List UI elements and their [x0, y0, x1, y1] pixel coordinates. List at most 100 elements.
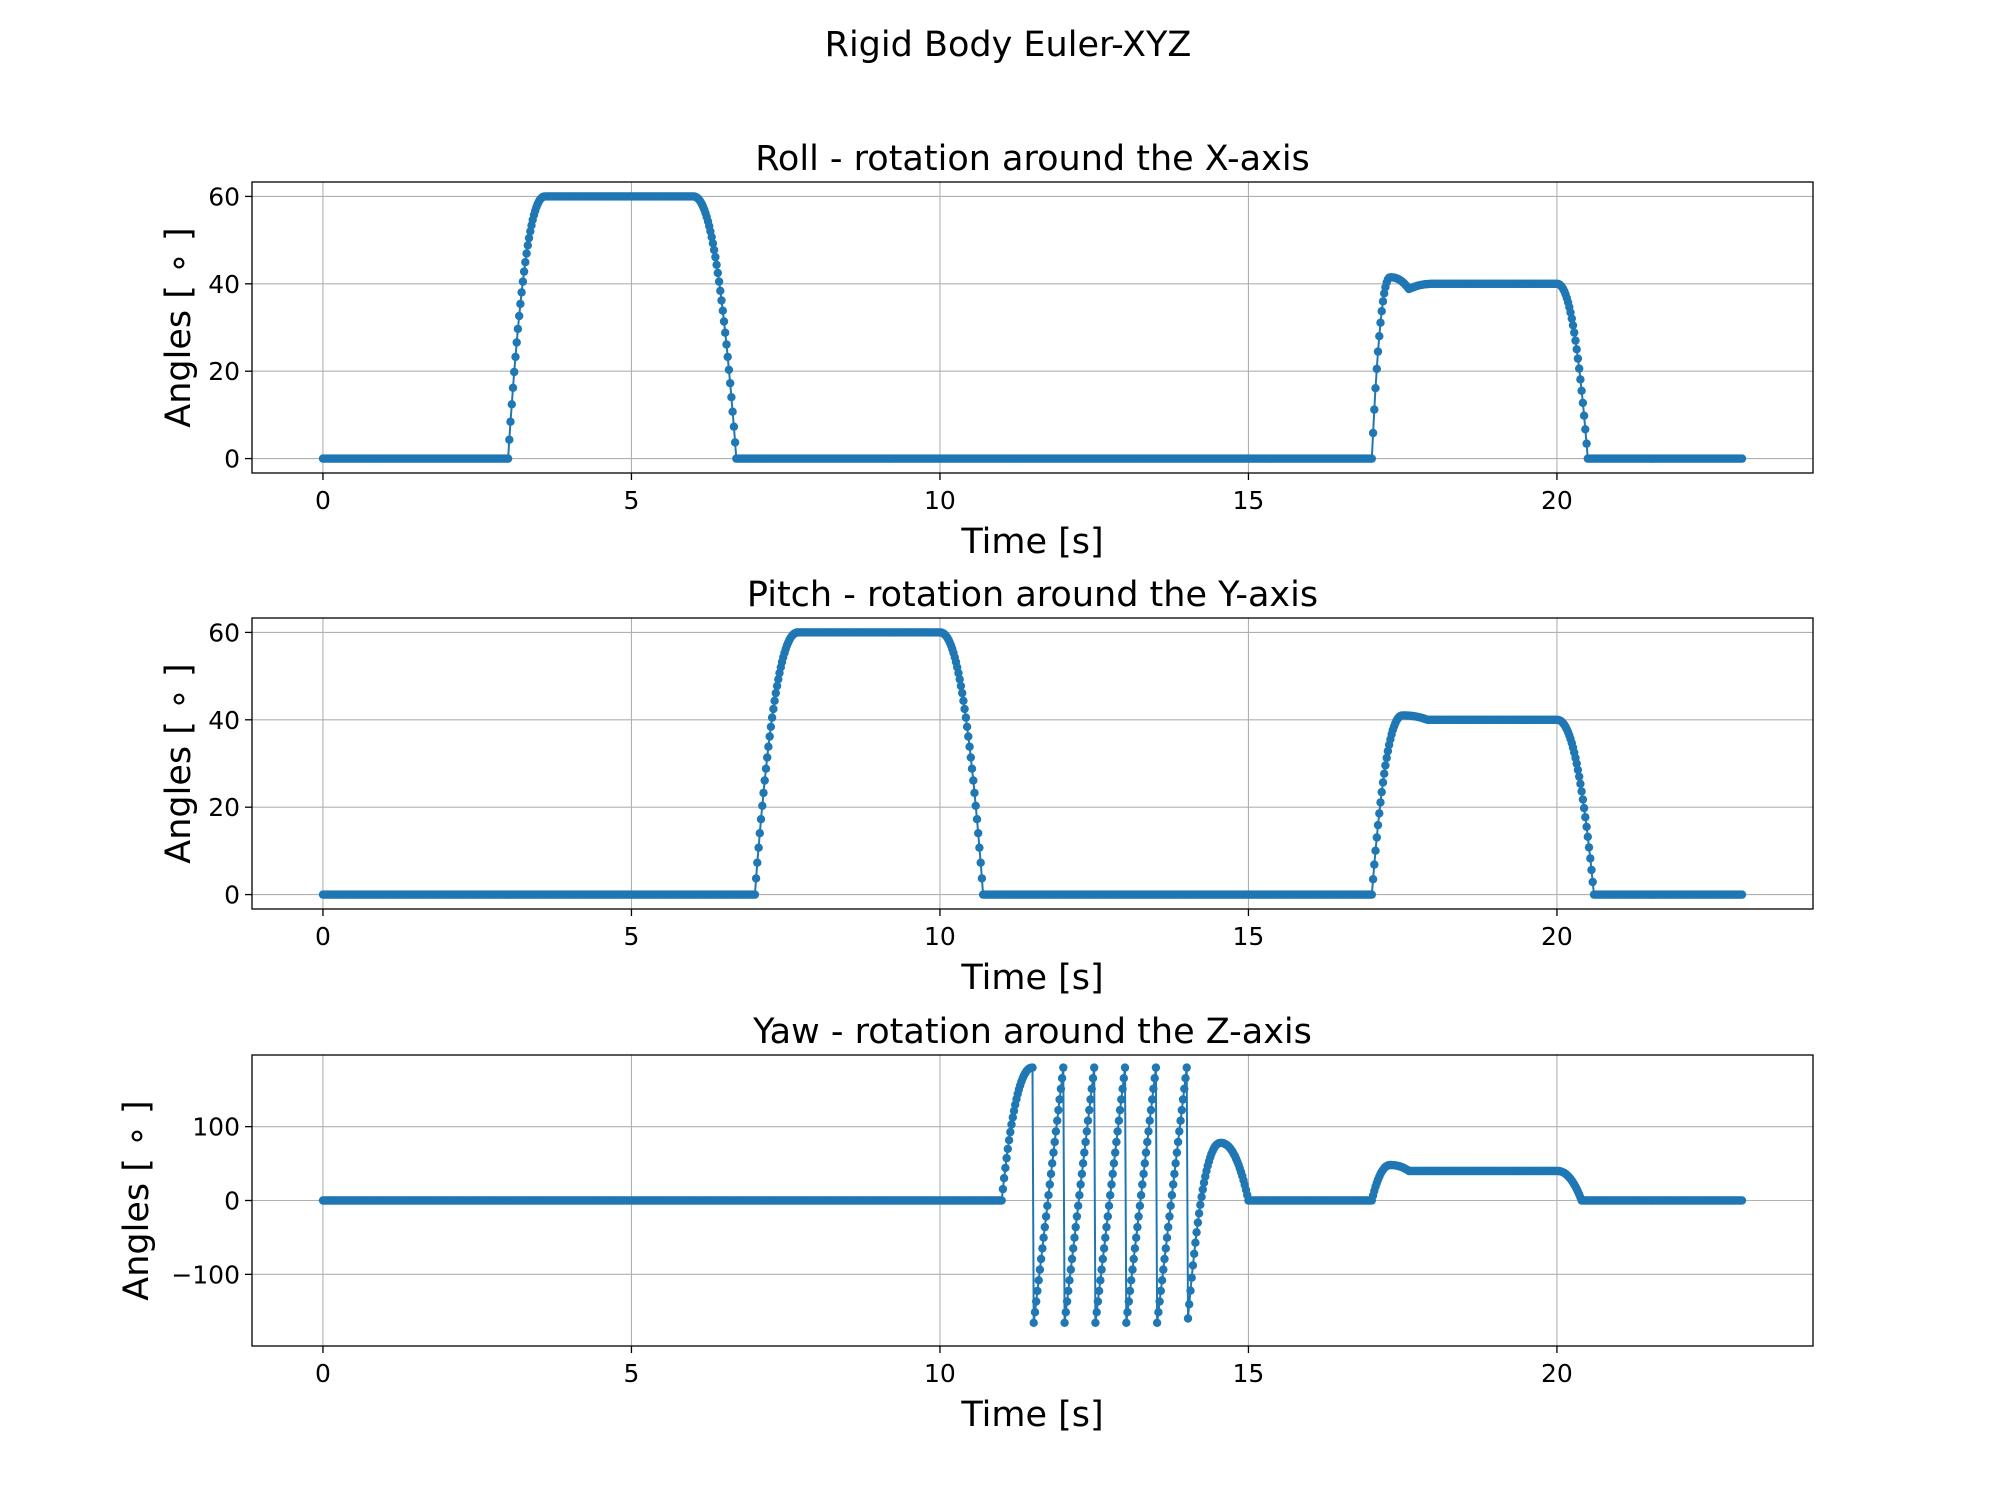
data-point — [1374, 347, 1382, 355]
data-point — [1090, 1063, 1098, 1071]
x-tick-label: 0 — [315, 486, 331, 515]
data-point — [1049, 1148, 1057, 1156]
data-point — [1374, 821, 1382, 829]
data-point — [1181, 1074, 1189, 1082]
data-point — [1188, 1274, 1196, 1282]
data-point — [1378, 307, 1386, 315]
data-point — [504, 454, 512, 462]
data-point — [761, 776, 769, 784]
data-point — [1115, 1117, 1123, 1125]
data-point — [712, 261, 720, 269]
data-point — [1104, 1212, 1112, 1220]
data-point — [1113, 1127, 1121, 1135]
data-point — [999, 1185, 1007, 1193]
data-point — [1084, 1117, 1092, 1125]
data-point — [1192, 1228, 1200, 1236]
data-point — [1586, 854, 1594, 862]
data-point — [1381, 761, 1389, 769]
data-point — [1581, 425, 1589, 433]
data-point — [1151, 1074, 1159, 1082]
data-point — [1091, 1319, 1099, 1327]
data-point — [731, 438, 739, 446]
data-point — [1576, 780, 1584, 788]
data-point — [1174, 1138, 1182, 1146]
data-point — [1063, 1297, 1071, 1305]
x-tick-label: 20 — [1541, 486, 1573, 515]
y-tick-label: 0 — [224, 881, 240, 910]
data-point — [1095, 1287, 1103, 1295]
subplot-title: Yaw - rotation around the Z-axis — [752, 1012, 1312, 1052]
data-point — [1378, 788, 1386, 796]
data-point — [754, 844, 762, 852]
data-point — [1370, 860, 1378, 868]
data-point — [1069, 1244, 1077, 1252]
data-point — [1197, 1193, 1205, 1201]
x-tick-label: 10 — [924, 922, 956, 951]
data-point — [1373, 365, 1381, 373]
data-point — [1070, 1234, 1078, 1242]
x-tick-label: 10 — [924, 1359, 956, 1388]
data-point — [1051, 1138, 1059, 1146]
data-point — [1574, 354, 1582, 362]
data-point — [1178, 1106, 1186, 1114]
data-point — [1149, 1085, 1157, 1093]
data-point — [1175, 1127, 1183, 1135]
data-point — [1132, 1234, 1140, 1242]
data-point — [1041, 1223, 1049, 1231]
data-point — [1044, 1191, 1052, 1199]
data-point — [1167, 1202, 1175, 1210]
data-point — [1190, 1250, 1198, 1258]
data-point — [1368, 890, 1376, 898]
data-point — [1058, 1074, 1066, 1082]
data-point — [1194, 1218, 1202, 1226]
data-point — [758, 802, 766, 810]
data-point — [1086, 1095, 1094, 1103]
data-point — [1043, 1202, 1051, 1210]
subplot-title: Roll - rotation around the X-axis — [755, 139, 1310, 179]
data-point — [1134, 1212, 1142, 1220]
y-axis-label: Angles [ ∘ ] — [117, 1100, 157, 1300]
data-point — [722, 340, 730, 348]
data-point — [522, 249, 530, 257]
data-point — [1085, 1106, 1093, 1114]
data-point — [1189, 1261, 1197, 1269]
data-point — [1180, 1085, 1188, 1093]
subplot-3: 0 5 10 15 20−1000100Yaw - rotation around th… — [117, 1012, 1813, 1435]
data-point — [1064, 1287, 1072, 1295]
data-point — [1100, 1244, 1108, 1252]
y-tick-label: −100 — [171, 1260, 240, 1289]
data-point — [1120, 1074, 1128, 1082]
data-point — [1137, 1191, 1145, 1199]
data-point — [1184, 1314, 1192, 1322]
data-point — [1575, 772, 1583, 780]
data-point — [1582, 823, 1590, 831]
data-point — [1105, 1202, 1113, 1210]
data-point — [1577, 387, 1585, 395]
y-tick-label: 40 — [208, 270, 240, 299]
subplots: 0 5 10 15 200204060Roll - rotation around th… — [117, 139, 1813, 1435]
data-point — [958, 689, 966, 697]
x-tick-label: 0 — [315, 1359, 331, 1388]
data-point — [1380, 770, 1388, 778]
data-point — [721, 329, 729, 337]
data-point — [1107, 1180, 1115, 1188]
data-point — [1007, 1120, 1015, 1128]
data-point — [1096, 1276, 1104, 1284]
data-point — [1580, 804, 1588, 812]
data-point — [727, 393, 735, 401]
data-point — [1580, 412, 1588, 420]
data-point — [1163, 1234, 1171, 1242]
data-point — [965, 743, 973, 751]
data-point — [1369, 429, 1377, 437]
data-point — [1068, 1255, 1076, 1263]
data-point — [763, 753, 771, 761]
y-axis-label: Angles [ ∘ ] — [159, 663, 199, 863]
data-point — [1186, 1287, 1194, 1295]
data-point — [967, 753, 975, 761]
data-point — [964, 732, 972, 740]
data-point — [1154, 1308, 1162, 1316]
data-point — [1006, 1128, 1014, 1136]
data-point — [726, 379, 734, 387]
data-point — [515, 312, 523, 320]
data-point — [1142, 1148, 1150, 1156]
